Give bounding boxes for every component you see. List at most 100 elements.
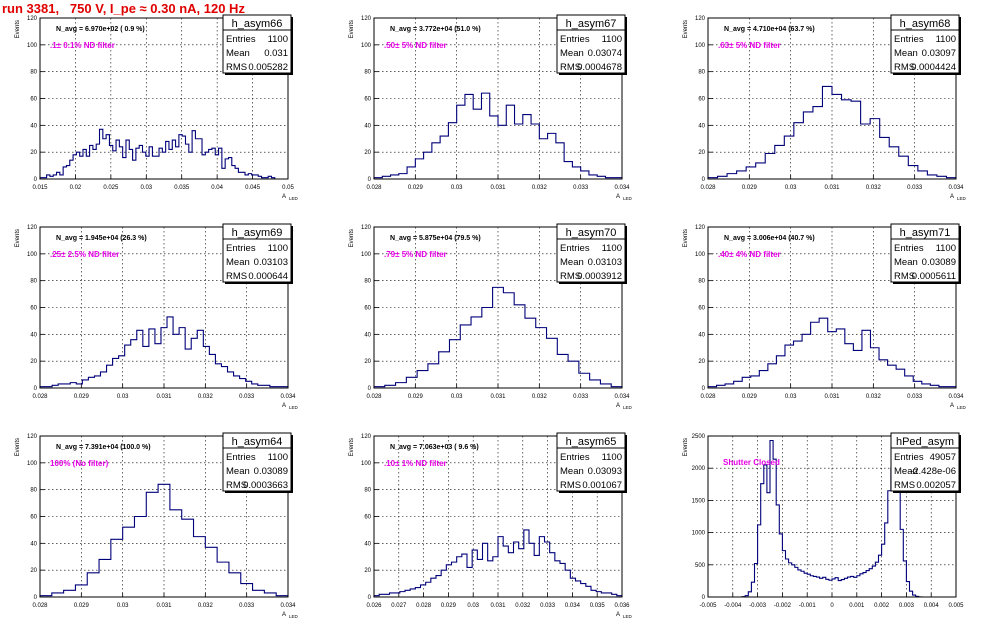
- stats-box-key: RMS: [560, 480, 581, 491]
- stats-box-key: RMS: [226, 62, 247, 73]
- x-tick-label: 0.004: [924, 603, 940, 609]
- y-tick-label: 100: [27, 43, 38, 49]
- navg-label: N_avg = 3.006e+04 (40.7 %): [724, 235, 815, 242]
- x-tick-label: 0.033: [907, 394, 923, 400]
- x-tick-label: 0.034: [280, 603, 296, 609]
- stats-box-key: RMS: [894, 271, 915, 282]
- y-axis-label: Events: [15, 229, 21, 247]
- stats-box-value: 0.002057: [916, 480, 956, 491]
- stats-box-title: h_asym67: [566, 18, 617, 30]
- y-tick-label: 20: [698, 150, 705, 156]
- x-axis-subscript: LED: [957, 196, 967, 201]
- x-tick-label: 0.028: [416, 603, 432, 609]
- y-tick-label: 40: [364, 123, 371, 129]
- histogram-line: [39, 316, 289, 388]
- plot-frame: [373, 226, 623, 389]
- stats-box: hPed_asym Entries 49057 Mean-2.428e-06 RMS 0.…: [890, 432, 961, 493]
- x-axis-subscript: LED: [623, 196, 633, 201]
- plot-frame: [39, 435, 289, 598]
- stats-box: h_asym70 Entries 1100 Mean 0.03103 RMS0.00039…: [556, 223, 627, 284]
- stats-box-value: 0.03103: [254, 257, 288, 268]
- x-tick-label: 0.034: [614, 185, 630, 191]
- stats-box-frame: [890, 14, 960, 74]
- y-tick-label: 0: [34, 595, 38, 601]
- stats-box-key: Mean: [894, 466, 918, 477]
- filter-label: .79± 5% ND filter: [384, 250, 447, 259]
- x-tick-label: 0.003: [899, 603, 915, 609]
- x-tick-label: 0.031: [490, 394, 506, 400]
- x-tick-label: 0.005: [948, 603, 964, 609]
- x-axis-subscript: LED: [289, 405, 299, 410]
- histogram-panel-h_asym64: 0.028 0.029 0.03 0.031 0.032 0.033 0.034 0 20 40 6…: [15, 432, 299, 619]
- y-tick-label: 80: [364, 70, 371, 76]
- y-tick-label: 100: [27, 252, 38, 258]
- x-axis-subscript: LED: [623, 614, 633, 619]
- y-tick-label: 80: [30, 488, 37, 494]
- stats-box-value: 0.0003663: [243, 480, 288, 491]
- x-tick-label: 0.034: [280, 394, 296, 400]
- y-tick-label: 40: [30, 123, 37, 129]
- stats-box-title: h_asym70: [566, 227, 617, 239]
- x-tick-label: 0.031: [824, 394, 840, 400]
- histogram-line: [373, 529, 623, 597]
- histogram-panel-hPed_asym: -0.005 -0.004 -0.003 -0.002 -0.001 0 0.001 0.00…: [683, 432, 964, 609]
- stats-box-value: 1100: [936, 243, 956, 254]
- plot-frame: [39, 17, 289, 180]
- y-tick-label: 120: [361, 225, 372, 231]
- stats-box-value: 0.0003912: [577, 271, 622, 282]
- x-tick-label: 0.032: [198, 394, 214, 400]
- y-tick-label: 100: [361, 461, 372, 467]
- y-axis-label: Events: [683, 229, 689, 247]
- stats-box: h_asym66 Entries 1100 Mean 0.031 RMS 0.005282: [222, 14, 293, 75]
- x-axis-subscript: LED: [623, 405, 633, 410]
- y-tick-label: 100: [361, 252, 372, 258]
- x-tick-label: 0.03: [451, 185, 463, 191]
- y-tick-label: 20: [30, 150, 37, 156]
- stats-box-key: Mean: [560, 466, 584, 477]
- y-tick-label: 120: [27, 16, 38, 22]
- x-tick-label: 0: [830, 603, 834, 609]
- y-tick-label: 120: [361, 16, 372, 22]
- stats-box-key: Mean: [894, 48, 918, 59]
- navg-label: N_avg = 3.772e+04 (51.0 %): [390, 26, 481, 33]
- y-axis-label: Events: [349, 229, 355, 247]
- stats-box-value: 1100: [602, 243, 622, 254]
- x-tick-label: 0.032: [866, 185, 882, 191]
- plot-frame: [707, 435, 957, 598]
- y-axis-label: Events: [683, 438, 689, 456]
- y-tick-label: 2500: [692, 434, 706, 440]
- histogram-panel-h_asym67: 0.028 0.029 0.03 0.031 0.032 0.033 0.034 0 20 40 6…: [349, 14, 633, 201]
- y-tick-label: 40: [698, 332, 705, 338]
- stats-box-key: Mean: [894, 257, 918, 268]
- y-tick-label: 120: [27, 225, 38, 231]
- x-axis-subscript: LED: [957, 405, 967, 410]
- x-tick-label: 0.028: [32, 603, 48, 609]
- stats-box-key: Entries: [894, 452, 924, 463]
- stats-box: h_asym69 Entries 1100 Mean 0.03103 RMS 0.00064…: [222, 223, 293, 284]
- x-axis-subscript: LED: [289, 614, 299, 619]
- stats-box-key: RMS: [226, 480, 247, 491]
- x-tick-label: 0.03: [467, 603, 479, 609]
- navg-label: N_avg = 5.875e+04 (79.5 %): [390, 235, 481, 242]
- histogram-line: [373, 92, 623, 179]
- stats-box-value: 1100: [602, 34, 622, 45]
- y-tick-label: 120: [695, 225, 706, 231]
- y-axis-label: Events: [15, 20, 21, 38]
- y-tick-label: 0: [368, 595, 372, 601]
- y-tick-label: 100: [695, 43, 706, 49]
- x-tick-label: 0.026: [366, 603, 382, 609]
- histogram-line: [707, 85, 957, 179]
- x-tick-label: 0.034: [565, 603, 581, 609]
- x-tick-label: 0.032: [198, 603, 214, 609]
- histogram-line: [39, 128, 288, 180]
- y-tick-label: 20: [30, 359, 37, 365]
- x-tick-label: 0.028: [700, 394, 716, 400]
- y-tick-label: 60: [364, 306, 371, 312]
- x-tick-label: 0.031: [490, 603, 506, 609]
- x-tick-label: 0.025: [103, 185, 119, 191]
- y-axis-label: Events: [349, 438, 355, 456]
- x-tick-label: 0.033: [239, 394, 255, 400]
- y-tick-label: 1500: [692, 498, 706, 504]
- y-tick-label: 40: [30, 332, 37, 338]
- y-tick-label: 40: [364, 541, 371, 547]
